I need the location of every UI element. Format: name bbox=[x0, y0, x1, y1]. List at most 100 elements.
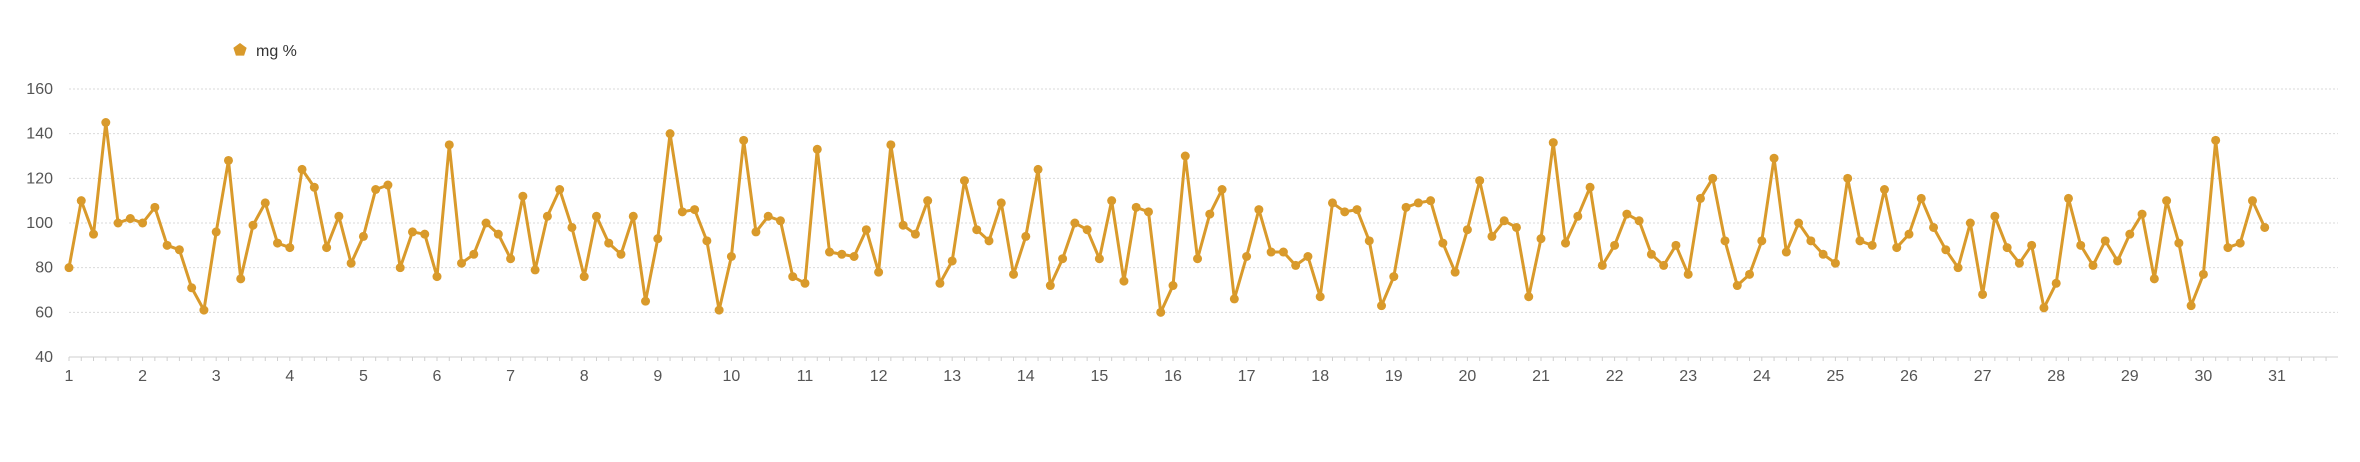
data-point[interactable] bbox=[874, 267, 884, 277]
data-point[interactable] bbox=[1352, 205, 1362, 215]
data-point[interactable] bbox=[2002, 243, 2012, 253]
data-point[interactable] bbox=[530, 265, 540, 275]
data-point[interactable] bbox=[1965, 218, 1975, 228]
data-point[interactable] bbox=[591, 211, 601, 221]
data-point[interactable] bbox=[1413, 198, 1423, 208]
data-point[interactable] bbox=[1450, 267, 1460, 277]
data-point[interactable] bbox=[2113, 256, 2123, 266]
data-point[interactable] bbox=[1745, 269, 1755, 279]
data-point[interactable] bbox=[1732, 281, 1742, 291]
data-point[interactable] bbox=[1769, 153, 1779, 163]
data-point[interactable] bbox=[665, 129, 675, 139]
data-point[interactable] bbox=[1610, 240, 1620, 250]
data-point[interactable] bbox=[1695, 193, 1705, 203]
data-point[interactable] bbox=[2125, 229, 2135, 239]
data-point[interactable] bbox=[1205, 209, 1215, 219]
data-point[interactable] bbox=[984, 236, 994, 246]
data-point[interactable] bbox=[996, 198, 1006, 208]
data-point[interactable] bbox=[567, 222, 577, 232]
data-point[interactable] bbox=[457, 258, 467, 268]
data-point[interactable] bbox=[1364, 236, 1374, 246]
data-point[interactable] bbox=[1009, 269, 1019, 279]
data-point[interactable] bbox=[837, 249, 847, 259]
data-point[interactable] bbox=[1622, 209, 1632, 219]
data-point[interactable] bbox=[1180, 151, 1190, 161]
data-point[interactable] bbox=[2247, 196, 2257, 206]
data-point[interactable] bbox=[579, 272, 589, 282]
data-point[interactable] bbox=[1573, 211, 1583, 221]
data-point[interactable] bbox=[371, 185, 381, 194]
data-point[interactable] bbox=[1058, 254, 1068, 264]
data-point[interactable] bbox=[2211, 135, 2221, 145]
data-point[interactable] bbox=[1107, 196, 1117, 206]
data-point[interactable] bbox=[2039, 303, 2049, 313]
data-point[interactable] bbox=[923, 196, 933, 206]
data-point[interactable] bbox=[1119, 276, 1129, 286]
data-point[interactable] bbox=[1830, 258, 1840, 268]
data-point[interactable] bbox=[1634, 216, 1644, 226]
data-point[interactable] bbox=[2186, 301, 2196, 311]
data-point[interactable] bbox=[1291, 260, 1301, 270]
data-point[interactable] bbox=[236, 274, 246, 284]
data-point[interactable] bbox=[1266, 247, 1276, 257]
data-point[interactable] bbox=[677, 207, 687, 217]
data-point[interactable] bbox=[1561, 238, 1571, 248]
data-point[interactable] bbox=[1377, 301, 1387, 311]
data-point[interactable] bbox=[959, 176, 969, 186]
data-point[interactable] bbox=[1536, 234, 1546, 244]
data-point[interactable] bbox=[1094, 254, 1104, 264]
data-point[interactable] bbox=[420, 229, 430, 239]
data-point[interactable] bbox=[1389, 272, 1399, 282]
data-point[interactable] bbox=[89, 229, 99, 239]
data-point[interactable] bbox=[1499, 216, 1509, 226]
data-point[interactable] bbox=[2198, 269, 2208, 279]
data-point[interactable] bbox=[1045, 281, 1055, 291]
data-point[interactable] bbox=[407, 227, 417, 237]
data-point[interactable] bbox=[150, 202, 160, 212]
data-point[interactable] bbox=[1548, 138, 1558, 148]
data-point[interactable] bbox=[1720, 236, 1730, 246]
data-point[interactable] bbox=[861, 225, 871, 235]
data-point[interactable] bbox=[1278, 247, 1288, 257]
data-point[interactable] bbox=[1929, 222, 1939, 232]
data-point[interactable] bbox=[125, 214, 135, 224]
data-point[interactable] bbox=[898, 220, 908, 230]
data-point[interactable] bbox=[947, 256, 957, 266]
data-point[interactable] bbox=[346, 258, 356, 268]
data-point[interactable] bbox=[1671, 240, 1681, 250]
data-point[interactable] bbox=[1990, 211, 2000, 221]
data-point[interactable] bbox=[2137, 209, 2147, 219]
data-point[interactable] bbox=[555, 185, 565, 194]
data-point[interactable] bbox=[1953, 263, 1963, 273]
data-point[interactable] bbox=[2063, 193, 2073, 203]
data-point[interactable] bbox=[775, 216, 785, 226]
data-point[interactable] bbox=[273, 238, 283, 248]
data-point[interactable] bbox=[2051, 278, 2061, 288]
data-point[interactable] bbox=[2260, 222, 2270, 232]
data-point[interactable] bbox=[1242, 252, 1252, 261]
data-point[interactable] bbox=[800, 278, 810, 288]
data-point[interactable] bbox=[76, 196, 86, 206]
data-point[interactable] bbox=[1879, 185, 1889, 194]
data-point[interactable] bbox=[616, 249, 626, 259]
data-point[interactable] bbox=[1082, 225, 1092, 235]
data-point[interactable] bbox=[493, 229, 503, 239]
data-point[interactable] bbox=[2088, 260, 2098, 270]
data-point[interactable] bbox=[788, 272, 798, 282]
data-point[interactable] bbox=[1487, 231, 1497, 241]
data-point[interactable] bbox=[199, 305, 209, 315]
data-point[interactable] bbox=[101, 118, 111, 127]
data-point[interactable] bbox=[1683, 269, 1693, 279]
data-point[interactable] bbox=[1892, 243, 1902, 253]
data-point[interactable] bbox=[162, 240, 172, 250]
data-point[interactable] bbox=[935, 278, 945, 288]
data-point[interactable] bbox=[690, 205, 700, 215]
data-point[interactable] bbox=[849, 252, 859, 261]
data-point[interactable] bbox=[1659, 260, 1669, 270]
data-point[interactable] bbox=[285, 243, 295, 253]
data-point[interactable] bbox=[481, 218, 491, 228]
data-point[interactable] bbox=[604, 238, 614, 248]
data-point[interactable] bbox=[1843, 173, 1853, 183]
data-point[interactable] bbox=[138, 218, 148, 228]
data-point[interactable] bbox=[1193, 254, 1203, 264]
